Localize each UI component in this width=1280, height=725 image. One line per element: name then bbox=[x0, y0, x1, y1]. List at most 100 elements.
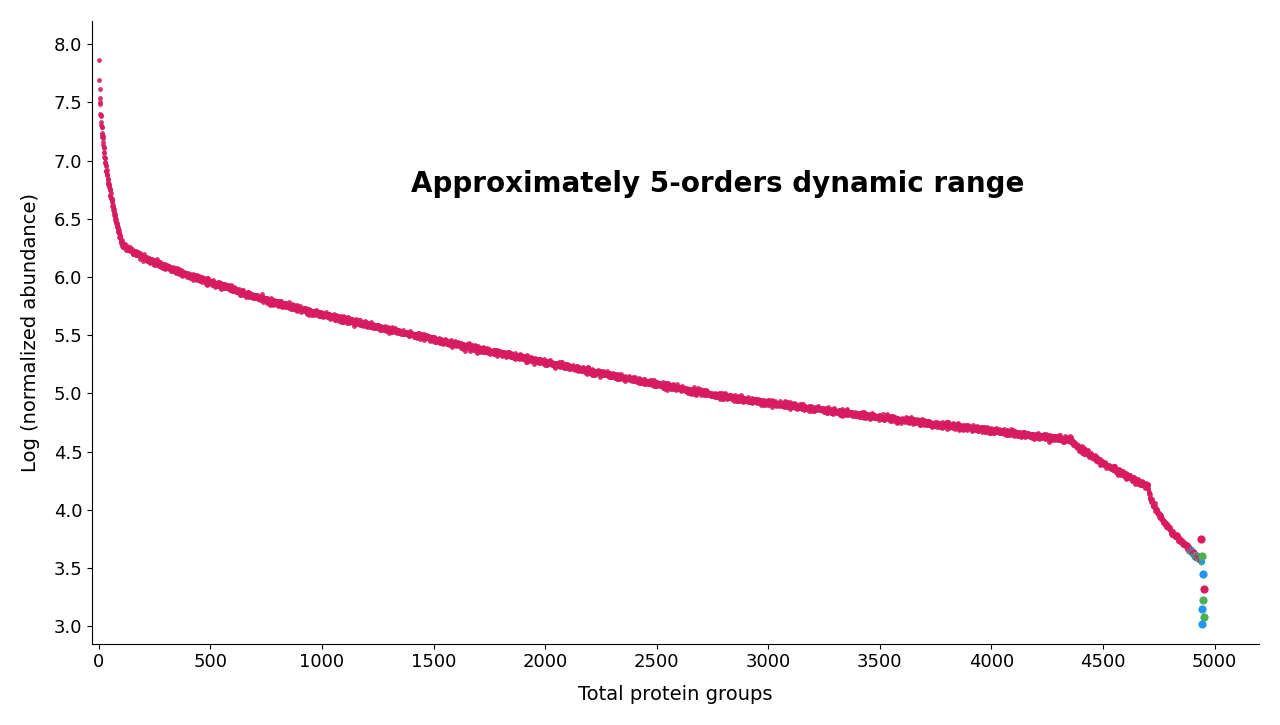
Point bbox=[1188, 552, 1208, 563]
Point bbox=[529, 355, 549, 367]
Point bbox=[1076, 447, 1097, 459]
Point bbox=[549, 356, 570, 368]
Point bbox=[486, 348, 507, 360]
Point bbox=[933, 419, 954, 431]
Point bbox=[379, 325, 399, 336]
Point bbox=[214, 281, 234, 292]
Point bbox=[1091, 455, 1111, 467]
Point bbox=[571, 363, 591, 375]
Point bbox=[1183, 547, 1203, 558]
Point bbox=[142, 254, 163, 265]
Point bbox=[648, 378, 668, 389]
Point bbox=[940, 420, 960, 431]
Point bbox=[374, 323, 394, 334]
Point bbox=[394, 328, 415, 339]
Point bbox=[1124, 475, 1144, 486]
Point bbox=[1175, 539, 1196, 551]
Point bbox=[1144, 497, 1165, 509]
Point bbox=[407, 328, 428, 340]
Point bbox=[733, 394, 754, 405]
Point bbox=[756, 398, 777, 410]
Point bbox=[722, 392, 742, 404]
Point bbox=[936, 419, 956, 431]
Point bbox=[890, 413, 910, 425]
Point bbox=[425, 336, 445, 347]
Point bbox=[1005, 426, 1025, 437]
Point bbox=[379, 322, 399, 334]
Point bbox=[282, 301, 302, 312]
Point bbox=[463, 341, 484, 352]
Point bbox=[1142, 500, 1162, 511]
Point bbox=[787, 401, 808, 413]
Point bbox=[1056, 432, 1076, 444]
Point bbox=[934, 418, 955, 429]
Point bbox=[316, 310, 337, 321]
Point bbox=[1006, 428, 1027, 439]
Point bbox=[1185, 552, 1206, 564]
Point bbox=[961, 420, 982, 432]
Point bbox=[431, 334, 452, 346]
Point bbox=[768, 399, 788, 411]
Point bbox=[192, 273, 212, 284]
Point bbox=[198, 278, 219, 289]
Point bbox=[355, 320, 375, 331]
Point bbox=[215, 281, 236, 292]
Point bbox=[536, 357, 557, 369]
Point bbox=[719, 392, 740, 404]
Point bbox=[1128, 478, 1148, 489]
Point bbox=[707, 389, 727, 400]
Point bbox=[644, 377, 664, 389]
Point bbox=[256, 295, 276, 307]
Point bbox=[1143, 497, 1164, 509]
Point bbox=[136, 254, 156, 265]
Point bbox=[673, 383, 694, 394]
Point bbox=[831, 410, 851, 421]
Point bbox=[157, 260, 178, 271]
Point bbox=[539, 355, 559, 367]
Point bbox=[827, 405, 847, 417]
Point bbox=[876, 412, 896, 423]
Point bbox=[1006, 428, 1027, 440]
Point bbox=[460, 341, 480, 353]
Point bbox=[173, 267, 193, 278]
Point bbox=[838, 407, 859, 418]
Point bbox=[538, 357, 558, 368]
Point bbox=[572, 362, 593, 374]
Point bbox=[616, 374, 636, 386]
Point bbox=[557, 359, 577, 370]
Point bbox=[348, 317, 369, 328]
Point bbox=[183, 273, 204, 284]
Point bbox=[1190, 554, 1211, 566]
Point bbox=[573, 363, 594, 375]
Point bbox=[340, 315, 361, 327]
Point bbox=[307, 305, 328, 317]
Point bbox=[724, 393, 745, 405]
Point bbox=[909, 414, 929, 426]
Point bbox=[932, 421, 952, 433]
Point bbox=[690, 387, 710, 399]
Point bbox=[415, 331, 435, 342]
Point bbox=[993, 425, 1014, 436]
Point bbox=[1085, 452, 1106, 463]
Point bbox=[923, 418, 943, 429]
Point bbox=[1028, 431, 1048, 442]
Point bbox=[340, 314, 361, 326]
Point bbox=[1034, 429, 1055, 441]
Point bbox=[179, 272, 200, 283]
Point bbox=[484, 346, 504, 357]
Point bbox=[536, 359, 557, 370]
Point bbox=[735, 394, 755, 405]
Point bbox=[1108, 464, 1129, 476]
Point bbox=[392, 326, 412, 338]
Point bbox=[346, 312, 366, 324]
Point bbox=[849, 407, 869, 419]
Point bbox=[911, 415, 932, 426]
Point bbox=[90, 74, 110, 86]
Point bbox=[93, 141, 114, 152]
Point bbox=[641, 378, 662, 389]
Point bbox=[479, 344, 499, 356]
Point bbox=[457, 339, 477, 351]
Point bbox=[780, 403, 800, 415]
Point bbox=[653, 381, 673, 393]
Point bbox=[1130, 478, 1151, 490]
